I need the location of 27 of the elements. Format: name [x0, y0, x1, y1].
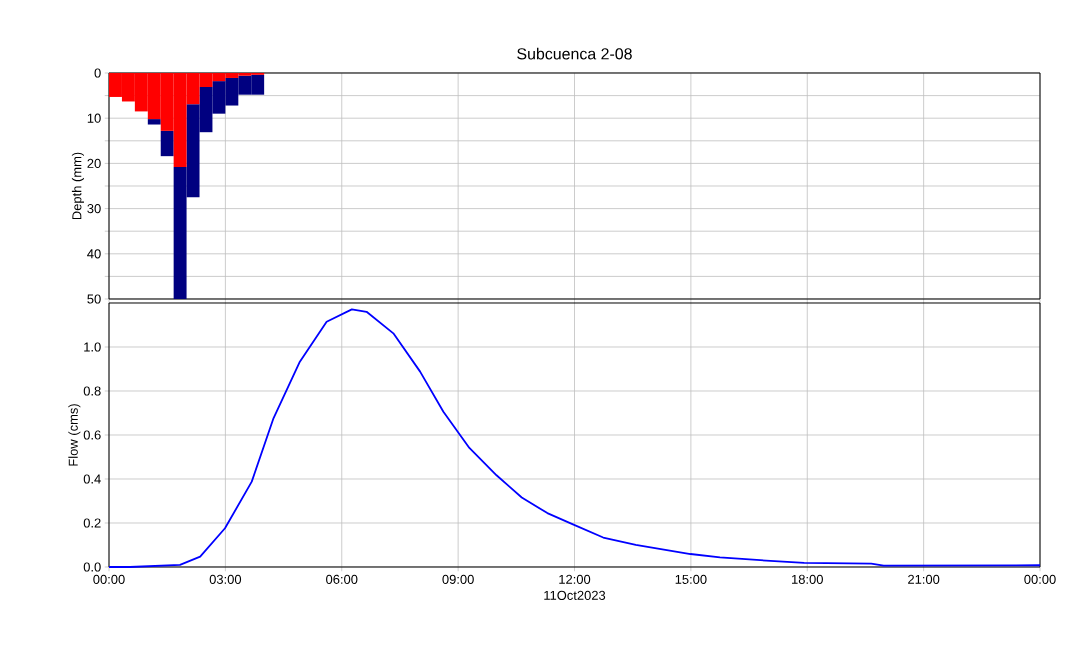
y-tick-label: 0.6 [83, 430, 101, 440]
y-tick-label: 50 [87, 294, 101, 304]
y-tick-label: 0.4 [83, 474, 101, 484]
x-tick-label: 00:00 [93, 574, 125, 584]
x-tick-label: 12:00 [559, 574, 591, 584]
x-tick-label: 06:00 [326, 574, 358, 584]
y-tick-label: 40 [87, 249, 101, 259]
y-axis-title: Flow (cms) [68, 404, 81, 466]
x-tick-label: 09:00 [442, 574, 474, 584]
chart-title: Subcuenca 2-08 [517, 47, 632, 60]
bar [160, 130, 174, 157]
x-tick-label: 00:00 [1024, 574, 1056, 584]
y-tick-label: 20 [87, 158, 101, 168]
x-tick-label: 21:00 [908, 574, 940, 584]
y-tick-label: 30 [87, 204, 101, 214]
x-axis-title: 11Oct2023 [544, 590, 606, 600]
x-tick-label: 03:00 [209, 574, 242, 584]
y-tick-label: 0.2 [83, 518, 101, 528]
y-tick-label: 0.8 [83, 386, 101, 396]
y-tick-label: 0 [94, 68, 101, 78]
bar [147, 119, 161, 125]
y-tick-label: 0.0 [83, 562, 101, 572]
x-tick-label: 18:00 [792, 574, 823, 584]
y-axis-title: Depth (mm) [71, 152, 84, 220]
y-tick-label: 10 [87, 113, 101, 123]
x-tick-label: 15:00 [675, 574, 707, 584]
y-tick-label: 1.0 [84, 342, 101, 352]
